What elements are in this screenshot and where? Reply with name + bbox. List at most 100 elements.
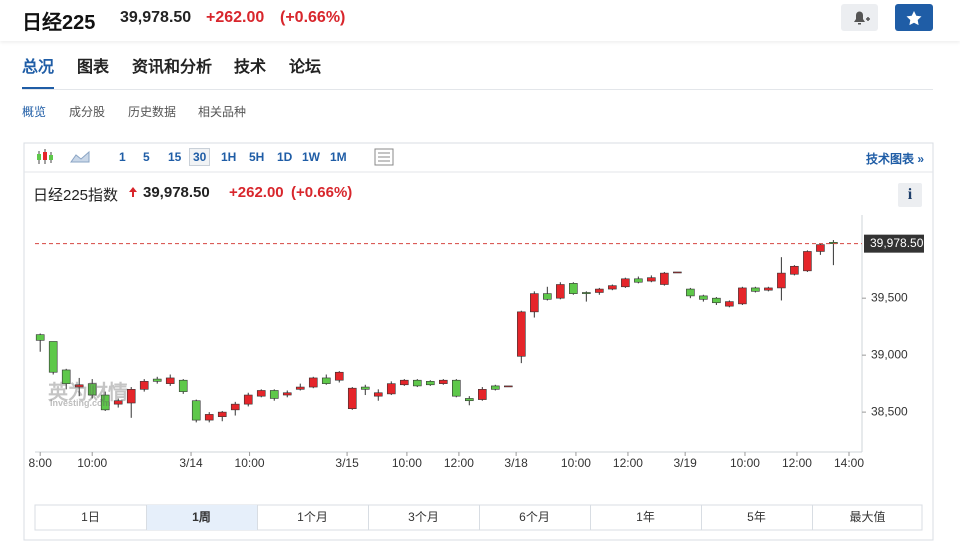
candle-body [74,384,84,388]
candle-body [491,385,500,390]
range-button[interactable]: 最大值 [849,510,886,524]
candle-body [204,414,214,421]
y-tick-label: 39,000 [871,347,908,361]
interval-button[interactable]: 5H [249,150,265,164]
candle-body [452,379,461,397]
watermark: Investing.com [50,398,111,408]
x-tick-label: 12:00 [444,456,474,470]
subtab[interactable]: 成分股 [69,105,106,119]
candle-body [504,385,513,388]
tab[interactable]: 论坛 [289,59,322,76]
header-change: +262.00 [206,9,265,26]
candle-body [738,287,747,305]
candle-body [295,386,305,390]
candle-body [126,389,136,404]
watchlist-button[interactable] [895,4,933,31]
settings-icon [374,148,394,166]
candle-body [360,386,370,390]
candle-body [334,371,344,381]
candle-body [269,390,279,399]
bell-icon [854,11,870,25]
x-tick-label: 3/14 [179,456,203,470]
candle-body [725,301,734,307]
range-button[interactable]: 1周 [146,505,258,530]
candle-body [178,379,188,392]
x-tick-label: 3/15 [335,456,359,470]
range-button[interactable]: 1个月 [257,505,369,530]
x-tick-label: 10:00 [235,456,265,470]
candle-body [48,341,58,373]
candle-body [634,278,643,283]
settings-button[interactable] [374,148,394,171]
interval-button[interactable]: 5 [143,150,150,164]
candle-body [543,293,552,300]
header-percent: (+0.66%) [280,9,346,26]
candle-body [816,244,825,252]
range-selected [146,505,257,530]
y-tick-label: 38,500 [871,404,908,418]
subtab[interactable]: 历史数据 [128,105,177,119]
candle-body [308,377,318,388]
candle-body [191,400,201,421]
candle-body [478,389,487,400]
candle-body [61,369,71,384]
candle-body [530,293,539,313]
last-price-box [864,234,924,253]
x-tick-label: 10:00 [561,456,591,470]
interval-button[interactable]: 15 [168,150,182,164]
candle-body [673,271,682,274]
area-type-button[interactable] [70,149,90,168]
candle-body [608,285,617,290]
candle-body [660,272,669,285]
interval-button[interactable]: 1D [277,150,293,164]
subtab[interactable]: 概览 [22,105,47,119]
advanced-chart-link[interactable]: 技术图表 » [865,152,924,166]
candle-body [777,272,786,289]
interval-button[interactable]: 1M [330,150,347,164]
range-button[interactable]: 3个月 [368,505,480,530]
range-button[interactable]: 1年 [590,505,702,530]
candle-body [569,283,578,294]
x-tick-label: 14:00 [834,456,864,470]
tab[interactable]: 资讯和分析 [132,59,213,76]
candle-body [243,394,253,405]
candle-type-button[interactable] [35,148,57,171]
candle-body [438,379,448,384]
candle-body [386,383,396,395]
candle-body [399,379,409,386]
candle-body [803,251,812,272]
tab[interactable]: 技术 [234,59,267,76]
x-tick-label: 10:00 [730,456,760,470]
candle-body [712,297,721,304]
tab-indicator [22,87,54,90]
info-button[interactable]: i [898,183,922,207]
tab[interactable]: 图表 [77,59,110,76]
candle-body [425,381,435,386]
candle-body [412,379,422,387]
x-tick-label: 12:00 [782,456,812,470]
range-button[interactable]: 5年 [701,505,813,530]
candle-body [621,278,630,288]
subtab[interactable]: 相关品种 [198,105,247,119]
candle-body [113,400,123,405]
candle-body [647,277,656,282]
candle-body [256,390,266,397]
interval-button[interactable]: 1H [221,150,237,164]
candle-body [790,265,799,275]
candle-body [35,334,45,341]
range-button[interactable]: 6个月 [479,505,591,530]
interval-button[interactable]: 1W [302,150,320,164]
x-tick-label: 3/18 [504,456,528,470]
x-tick-label: 3/19 [673,456,697,470]
alert-button[interactable] [841,4,878,31]
range-button[interactable]: 1日 [35,505,147,530]
chart-title: 日经225指数 [33,187,119,204]
header-price: 39,978.50 [120,9,192,26]
interval-button[interactable]: 1 [119,150,126,164]
candle-body [282,392,292,396]
tab[interactable]: 总况 [22,59,55,76]
x-tick-label: 8:00 [29,456,53,470]
interval-button[interactable]: 30 [189,148,211,166]
watermark: 英为财情 [48,382,128,404]
candle-body [764,287,773,291]
